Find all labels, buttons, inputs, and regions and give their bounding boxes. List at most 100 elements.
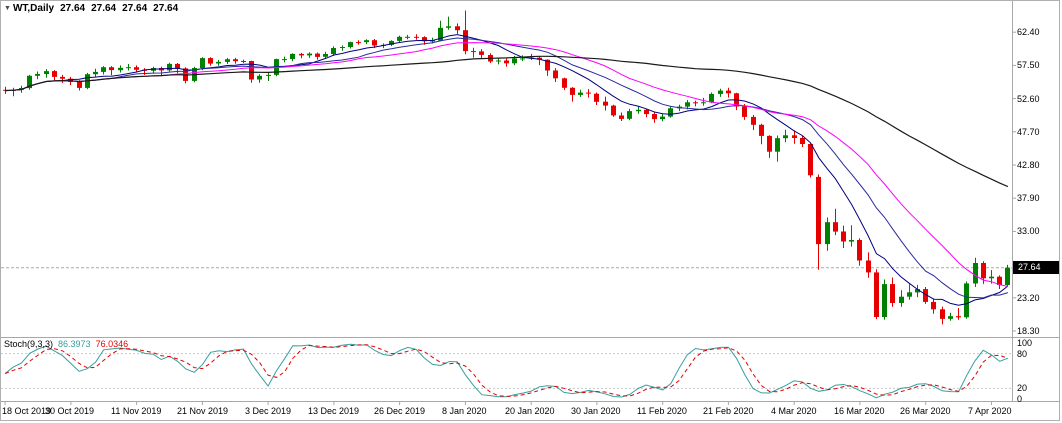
candle-body <box>619 115 624 119</box>
candle-body <box>874 272 879 317</box>
candle-body <box>792 135 797 138</box>
time-tick-label: 16 Mar 2020 <box>834 406 885 416</box>
price-tick-label: 57.50 <box>1017 60 1040 70</box>
time-tick-label: 18 Oct 2019 <box>2 406 52 416</box>
candle-body <box>775 138 780 152</box>
candle-body <box>611 105 616 116</box>
candle-body <box>545 59 550 71</box>
candle-body <box>783 135 788 139</box>
symbol-timeframe-label: WT,Daily <box>12 3 55 14</box>
candle-body <box>759 124 764 136</box>
price-tick-label: 62.40 <box>1017 27 1040 37</box>
symbol-dropdown-icon[interactable]: ▼ <box>4 5 11 12</box>
candle-body <box>101 67 106 72</box>
title-high-value: 27.64 <box>91 3 117 14</box>
candle-body <box>471 51 476 53</box>
candle-body <box>751 116 756 125</box>
candle-body <box>233 59 238 62</box>
stoch-axis-label: 20 <box>1017 383 1028 393</box>
stoch-indicator-label: Stoch(9,3,3) <box>4 339 54 349</box>
stoch-axis-label: 100 <box>1017 338 1033 348</box>
candle-body <box>167 63 172 71</box>
candle-body <box>175 63 180 69</box>
time-tick-label: 21 Feb 2020 <box>703 406 754 416</box>
candle-body <box>282 59 287 61</box>
candle-body <box>109 67 114 71</box>
candle-body <box>825 222 830 245</box>
candle-body <box>964 283 969 318</box>
candle-body <box>899 296 904 303</box>
time-tick-label: 20 Jan 2020 <box>505 406 555 416</box>
candle-body <box>997 276 1002 285</box>
candle-body <box>890 284 895 303</box>
stoch-axis-label: 80 <box>1017 349 1028 359</box>
candle-body <box>257 75 262 80</box>
candle-body <box>594 93 599 102</box>
candle-body <box>93 71 98 75</box>
stoch-main-value: 86.3973 <box>58 339 91 349</box>
price-tick-label: 42.80 <box>1017 160 1040 170</box>
candle-body <box>636 109 641 112</box>
candle-body <box>701 102 706 104</box>
candle-body <box>331 48 336 54</box>
candle-body <box>660 116 665 120</box>
candle-body <box>479 51 484 55</box>
candle-body <box>800 138 805 144</box>
chart-title: ▼ WT,Daily 27.64 27.64 27.64 27.64 <box>4 3 178 14</box>
candle-body <box>1005 267 1010 285</box>
title-low-value: 27.64 <box>122 3 148 14</box>
candle-body <box>455 26 460 31</box>
candle-body <box>249 61 254 80</box>
time-tick-label: 13 Dec 2019 <box>308 406 360 416</box>
candle-body <box>241 61 246 62</box>
candle-body <box>833 222 838 232</box>
candle-body <box>496 60 501 62</box>
stoch-axis-label: 0 <box>1017 394 1023 404</box>
candle-body <box>915 289 920 293</box>
candle-body <box>463 30 468 52</box>
candle-body <box>956 316 961 318</box>
time-tick-label: 3 Dec 2019 <box>245 406 292 416</box>
candle-body <box>578 92 583 95</box>
price-tick-label: 47.70 <box>1017 127 1040 137</box>
candle-body <box>208 58 213 64</box>
candle-body <box>726 90 731 94</box>
candle-body <box>372 40 377 46</box>
current-price-badge: 27.64 <box>1013 261 1059 274</box>
time-tick-label: 4 Mar 2020 <box>771 406 817 416</box>
candle-body <box>414 36 419 38</box>
stochastic-label-row: Stoch(9,3,3) 86.3973 76.0346 <box>4 339 128 349</box>
candle-body <box>931 301 936 310</box>
stoch-signal-line <box>4 344 1009 397</box>
candle-body <box>52 71 57 77</box>
candle-body <box>981 263 986 279</box>
candle-body <box>118 67 123 71</box>
price-tick-label: 52.60 <box>1017 94 1040 104</box>
candle-body <box>422 37 427 42</box>
candle-body <box>60 76 65 79</box>
stoch-signal-value: 76.0346 <box>95 339 129 349</box>
price-tick-label: 18.30 <box>1017 326 1040 336</box>
time-tick-label: 11 Feb 2020 <box>637 406 687 416</box>
candle-body <box>570 87 575 95</box>
time-tick-label: 26 Dec 2019 <box>374 406 426 416</box>
candle-body <box>389 40 394 45</box>
candle-body <box>512 58 517 64</box>
time-tick-label: 11 Nov 2019 <box>111 406 162 416</box>
candle-body <box>405 36 410 38</box>
ma-55-line <box>5 55 1009 188</box>
candle-body <box>923 289 928 302</box>
candle-body <box>808 144 813 176</box>
candle-body <box>200 58 205 69</box>
candle-body <box>603 101 608 106</box>
candle-body <box>907 292 912 297</box>
candle-body <box>537 57 542 60</box>
candle-body <box>266 74 271 76</box>
candle-body <box>685 102 690 107</box>
candle-body <box>27 75 32 89</box>
ma-8-line <box>5 34 1009 306</box>
candle-body <box>315 53 320 57</box>
candle-body <box>134 67 139 70</box>
